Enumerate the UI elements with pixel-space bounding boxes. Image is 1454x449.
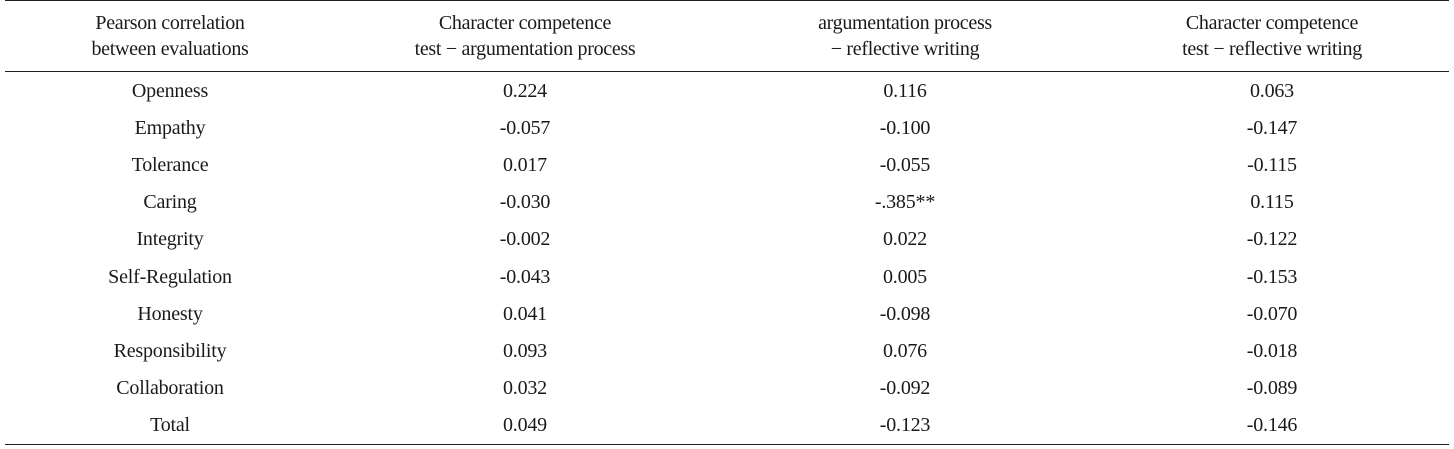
- cell-test-reflective: -0.147: [1246, 116, 1298, 139]
- header-row: Pearson correlation between evaluations …: [5, 0, 1449, 72]
- table-row: Collaboration 0.032 -0.092 -0.089: [5, 370, 1449, 407]
- header-line: test − reflective writing: [1182, 38, 1362, 60]
- row-label: Honesty: [137, 302, 203, 325]
- table-row: Responsibility 0.093 0.076 -0.018: [5, 332, 1449, 369]
- cell-argumentation-reflective: -0.098: [879, 302, 931, 325]
- cell-test-reflective: 0.063: [1249, 79, 1294, 102]
- cell-test-reflective: -0.122: [1246, 228, 1298, 251]
- cell-test-reflective: -0.153: [1246, 265, 1298, 288]
- row-label: Openness: [131, 79, 209, 102]
- header-line: Character competence: [438, 12, 612, 34]
- cell-test-argumentation: -0.002: [499, 228, 551, 251]
- table-row: Honesty 0.041 -0.098 -0.070: [5, 295, 1449, 332]
- header-line: Pearson correlation: [95, 12, 245, 34]
- row-label: Caring: [143, 191, 197, 214]
- cell-argumentation-reflective: -0.092: [879, 377, 931, 400]
- cell-test-reflective: -0.115: [1247, 153, 1297, 176]
- header-line: argumentation process: [818, 12, 992, 34]
- header-line: test − argumentation process: [414, 38, 636, 60]
- cell-argumentation-reflective: 0.116: [883, 79, 927, 102]
- header-cell-evaluations: Pearson correlation between evaluations: [5, 1, 335, 72]
- cell-argumentation-reflective: -.385**: [874, 191, 936, 214]
- table-row: Openness 0.224 0.116 0.063: [5, 72, 1449, 110]
- table-row: Empathy -0.057 -0.100 -0.147: [5, 109, 1449, 146]
- row-label: Tolerance: [131, 153, 209, 176]
- row-label: Total: [5, 406, 335, 445]
- header-cell-argumentation-reflective: argumentation process − reflective writi…: [715, 1, 1095, 72]
- cell-argumentation-reflective: -0.123: [715, 406, 1095, 445]
- cell-test-argumentation: -0.057: [499, 116, 551, 139]
- correlation-table: Pearson correlation between evaluations …: [5, 0, 1449, 445]
- cell-test-reflective: -0.146: [1095, 406, 1449, 445]
- row-label: Responsibility: [113, 339, 227, 362]
- header-cell-test-argumentation: Character competence test − argumentatio…: [335, 1, 715, 72]
- table-header: Pearson correlation between evaluations …: [5, 0, 1449, 72]
- cell-argumentation-reflective: 0.076: [882, 339, 927, 362]
- table-row: Total 0.049 -0.123 -0.146: [5, 406, 1449, 445]
- cell-test-argumentation: 0.041: [502, 302, 547, 325]
- header-line: − reflective writing: [830, 38, 980, 60]
- row-label: Empathy: [134, 116, 206, 139]
- cell-argumentation-reflective: 0.005: [882, 265, 927, 288]
- cell-test-argumentation: 0.017: [502, 153, 547, 176]
- header-line: between evaluations: [91, 38, 249, 60]
- cell-test-argumentation: -0.043: [499, 265, 551, 288]
- cell-test-reflective: -0.018: [1246, 339, 1298, 362]
- table-row: Caring -0.030 -.385** 0.115: [5, 184, 1449, 221]
- header-cell-test-reflective: Character competence test − reflective w…: [1095, 1, 1449, 72]
- cell-test-argumentation: 0.032: [502, 377, 547, 400]
- cell-test-argumentation: -0.030: [499, 191, 551, 214]
- cell-test-argumentation: 0.049: [335, 406, 715, 445]
- row-label: Self-Regulation: [108, 265, 232, 288]
- cell-argumentation-reflective: -0.100: [879, 116, 931, 139]
- table-row: Self-Regulation -0.043 0.005 -0.153: [5, 258, 1449, 295]
- cell-test-argumentation: 0.093: [502, 339, 547, 362]
- cell-argumentation-reflective: -0.055: [879, 153, 931, 176]
- cell-test-reflective: 0.115: [1250, 191, 1294, 214]
- table-row: Integrity -0.002 0.022 -0.122: [5, 221, 1449, 258]
- row-label: Collaboration: [116, 377, 224, 400]
- cell-test-reflective: -0.089: [1246, 377, 1298, 400]
- header-line: Character competence: [1185, 12, 1359, 34]
- cell-test-reflective: -0.070: [1246, 302, 1298, 325]
- row-label: Integrity: [136, 228, 204, 251]
- table-body: Openness 0.224 0.116 0.063 Empathy -0.057 -0.1…: [5, 72, 1449, 445]
- cell-argumentation-reflective: 0.022: [882, 228, 927, 251]
- table-row: Tolerance 0.017 -0.055 -0.115: [5, 146, 1449, 183]
- cell-test-argumentation: 0.224: [502, 79, 547, 102]
